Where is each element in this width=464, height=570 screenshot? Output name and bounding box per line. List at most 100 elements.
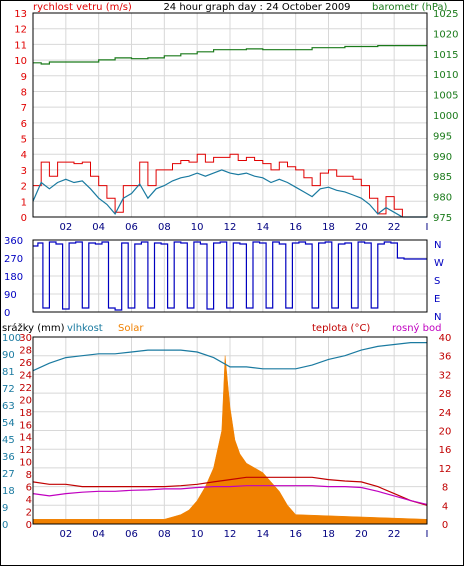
rain-tick-label: 12 bbox=[19, 445, 32, 456]
x-tick-label: 06 bbox=[125, 529, 138, 540]
wind-axis-label: rychlost vetru (m/s) bbox=[33, 2, 132, 13]
x-tick-label: 14 bbox=[256, 529, 269, 540]
panel-border bbox=[32, 239, 428, 313]
compass-label: E bbox=[434, 294, 440, 305]
rain-tick-label: 6 bbox=[26, 483, 32, 494]
x-tick-label: 08 bbox=[158, 529, 171, 540]
y-tick-label: 270 bbox=[4, 254, 23, 265]
humidity-tick-label: 45 bbox=[2, 435, 15, 446]
rain-tick-label: 24 bbox=[19, 370, 32, 381]
rain-tick-label: 26 bbox=[19, 358, 32, 369]
rain-tick-label: 20 bbox=[19, 395, 32, 406]
x-tick-label: 10 bbox=[191, 222, 204, 233]
panel-border bbox=[32, 12, 428, 218]
temperature-series-line bbox=[32, 476, 428, 506]
panel-border bbox=[32, 336, 428, 525]
humidity-tick-label: 72 bbox=[2, 384, 15, 395]
x-tick-label: 04 bbox=[92, 222, 105, 233]
x-tick-label: 18 bbox=[322, 222, 335, 233]
y-tick-label: 6 bbox=[21, 119, 27, 130]
barometer-axis-label: barometr (hPa) bbox=[372, 2, 448, 13]
y-tick-label: 9 bbox=[21, 72, 27, 83]
x-tick-label: 04 bbox=[92, 529, 105, 540]
x-tick-label: 10 bbox=[191, 529, 204, 540]
rain-tick-label: 22 bbox=[19, 383, 32, 394]
y-tick-label-right: 1005 bbox=[433, 91, 458, 102]
rain-axis-label: srážky (mm) bbox=[2, 322, 65, 334]
gust-series-line bbox=[33, 153, 427, 218]
dewpoint-series-line bbox=[32, 485, 428, 505]
y-tick-label-right: 1010 bbox=[433, 70, 458, 81]
x-tick-label: I bbox=[426, 529, 429, 540]
x-tick-label: 22 bbox=[388, 222, 401, 233]
x-tick-label: 06 bbox=[125, 222, 138, 233]
y-tick-label: 0 bbox=[4, 308, 10, 319]
temperature-tick-label: 20 bbox=[439, 427, 452, 438]
compass-label: S bbox=[434, 276, 440, 287]
barometer-series-line bbox=[33, 45, 427, 65]
humidity-tick-label: 18 bbox=[2, 486, 15, 497]
temperature-axis-label: teplota (°C) bbox=[312, 323, 370, 334]
rain-tick-label: 2 bbox=[26, 508, 32, 519]
dewpoint-axis-label: rosný bod bbox=[392, 322, 441, 334]
y-tick-label: 11 bbox=[14, 40, 27, 51]
y-tick-label: 360 bbox=[4, 236, 23, 247]
x-tick-label: 08 bbox=[158, 222, 171, 233]
x-tick-label: 12 bbox=[224, 222, 237, 233]
y-tick-label: 12 bbox=[14, 25, 27, 36]
y-tick-label: 0 bbox=[21, 213, 27, 224]
y-tick-label-right: 1020 bbox=[433, 29, 458, 40]
x-tick-label: 18 bbox=[322, 529, 335, 540]
humidity-tick-label: 54 bbox=[2, 418, 15, 429]
x-tick-label: 20 bbox=[355, 222, 368, 233]
temperature-tick-label: 36 bbox=[439, 352, 452, 363]
x-tick-label: 14 bbox=[256, 222, 269, 233]
y-tick-label: 7 bbox=[21, 103, 27, 114]
compass-label: N bbox=[434, 240, 441, 251]
temperature-tick-label: 16 bbox=[439, 445, 452, 456]
humidity-tick-label: 90 bbox=[2, 350, 15, 361]
rain-tick-label: 16 bbox=[19, 420, 32, 431]
temperature-tick-label: 8 bbox=[442, 483, 448, 494]
compass-label: W bbox=[434, 258, 444, 269]
solar-axis-label: Solar bbox=[118, 323, 144, 334]
y-tick-label-right: 1000 bbox=[433, 111, 458, 122]
y-tick-label-right: 1015 bbox=[433, 50, 458, 61]
temperature-tick-label: 40 bbox=[439, 333, 452, 344]
rain-tick-label: 8 bbox=[26, 470, 32, 481]
temperature-tick-label: 28 bbox=[439, 389, 452, 400]
rain-tick-label: 18 bbox=[19, 408, 32, 419]
temperature-tick-label: 32 bbox=[439, 370, 452, 381]
wind-barometer-panel: 0123456789101112139759809859909951000100… bbox=[14, 9, 458, 233]
y-tick-label: 13 bbox=[14, 9, 27, 20]
solar-series-area bbox=[32, 355, 428, 525]
y-tick-label: 180 bbox=[4, 272, 23, 283]
y-tick-label: 1 bbox=[21, 197, 27, 208]
temperature-tick-label: 0 bbox=[442, 520, 448, 531]
y-tick-label: 2 bbox=[21, 182, 27, 193]
y-tick-label: 5 bbox=[21, 135, 27, 146]
humidity-tick-label: 0 bbox=[2, 520, 8, 531]
humidity-tick-label: 100 bbox=[2, 333, 21, 344]
x-tick-label: 22 bbox=[388, 529, 401, 540]
humidity-series-line bbox=[32, 342, 427, 372]
rain-tick-label: 28 bbox=[19, 345, 32, 356]
y-tick-label-right: 980 bbox=[433, 193, 452, 204]
x-tick-label: 02 bbox=[59, 529, 72, 540]
rain-tick-label: 0 bbox=[26, 520, 32, 531]
temperature-tick-label: 4 bbox=[442, 501, 448, 512]
x-tick-label: 16 bbox=[289, 222, 302, 233]
humidity-tick-label: 9 bbox=[2, 503, 8, 514]
y-tick-label: 4 bbox=[21, 150, 27, 161]
rain-tick-label: 30 bbox=[19, 333, 32, 344]
rain-tick-label: 10 bbox=[19, 458, 32, 469]
y-tick-label-right: 995 bbox=[433, 131, 452, 142]
humidity-tick-label: 36 bbox=[2, 452, 15, 463]
y-tick-label-right: 975 bbox=[433, 213, 452, 224]
y-tick-label-right: 985 bbox=[433, 172, 452, 183]
rain-tick-label: 4 bbox=[26, 495, 32, 506]
temperature-tick-label: 24 bbox=[439, 408, 452, 419]
